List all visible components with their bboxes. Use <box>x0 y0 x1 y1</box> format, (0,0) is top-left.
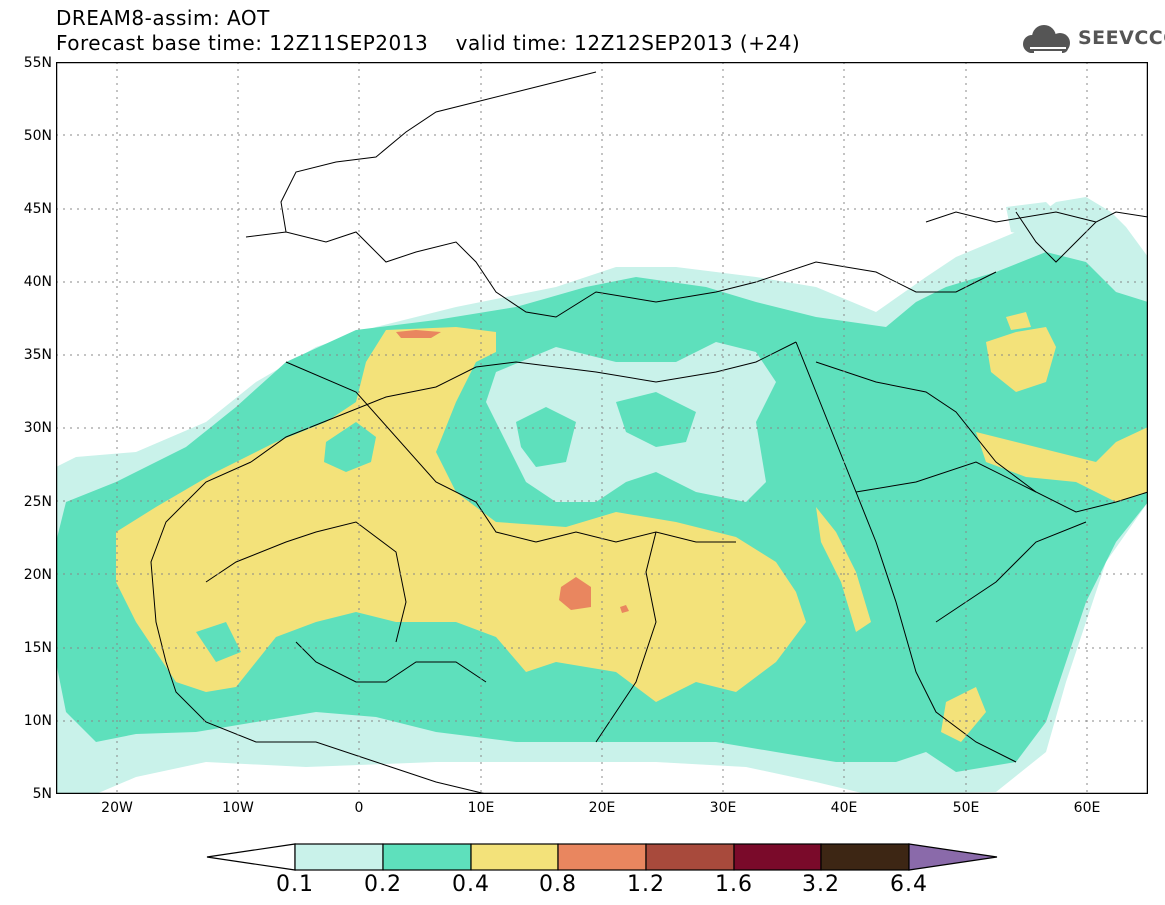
colorbar-swatch <box>557 843 647 871</box>
colorbar-label: 1.6 <box>715 872 753 897</box>
lat-label: 45N <box>23 201 52 217</box>
lon-label: 30E <box>709 800 737 816</box>
colorbar-swatch <box>294 843 384 871</box>
colorbar-label: 0.1 <box>276 872 314 897</box>
colorbar-label: 0.8 <box>539 872 577 897</box>
lat-label: 30N <box>23 420 52 436</box>
lat-label: 15N <box>23 640 52 656</box>
lat-label: 55N <box>23 55 52 71</box>
lon-label: 10E <box>467 800 495 816</box>
colorbar-swatch <box>382 843 472 871</box>
colorbar-swatch <box>470 843 559 871</box>
colorbar-swatch <box>645 843 735 871</box>
logo-text: SEEVCCC <box>1078 27 1165 49</box>
cloud-icon <box>1023 25 1070 53</box>
lat-label: 20N <box>23 567 52 583</box>
colorbar-label: 1.2 <box>627 872 665 897</box>
lon-label: 50E <box>952 800 980 816</box>
gridlines <box>56 62 1148 794</box>
lon-label: 10W <box>222 800 254 816</box>
colorbar-label: 0.4 <box>452 872 490 897</box>
lat-label: 25N <box>23 494 52 510</box>
aot-level-0.4 <box>116 312 1148 742</box>
lat-label: 40N <box>23 274 52 290</box>
lat-label: 5N <box>32 786 52 802</box>
aot-map <box>56 62 1148 794</box>
lat-label: 10N <box>23 713 52 729</box>
aot-level-0.8 <box>396 330 629 613</box>
colorbar-label: 3.2 <box>802 872 840 897</box>
map-subtitle: Forecast base time: 12Z11SEP2013 valid t… <box>56 31 801 55</box>
colorbar-label: 6.4 <box>890 872 928 897</box>
lon-label: 40E <box>830 800 858 816</box>
map-title: DREAM8-assim: AOT <box>56 6 270 30</box>
colorbar-swatch <box>733 843 822 871</box>
colorbar-swatch <box>820 843 910 871</box>
colorbar <box>206 843 998 871</box>
colorbar-swatch <box>908 843 998 871</box>
lon-label: 0 <box>354 800 364 816</box>
lat-label: 50N <box>23 128 52 144</box>
lon-label: 60E <box>1073 800 1101 816</box>
lon-label: 20W <box>101 800 133 816</box>
lat-label: 35N <box>23 347 52 363</box>
colorbar-label: 0.2 <box>364 872 402 897</box>
lon-label: 20E <box>588 800 616 816</box>
